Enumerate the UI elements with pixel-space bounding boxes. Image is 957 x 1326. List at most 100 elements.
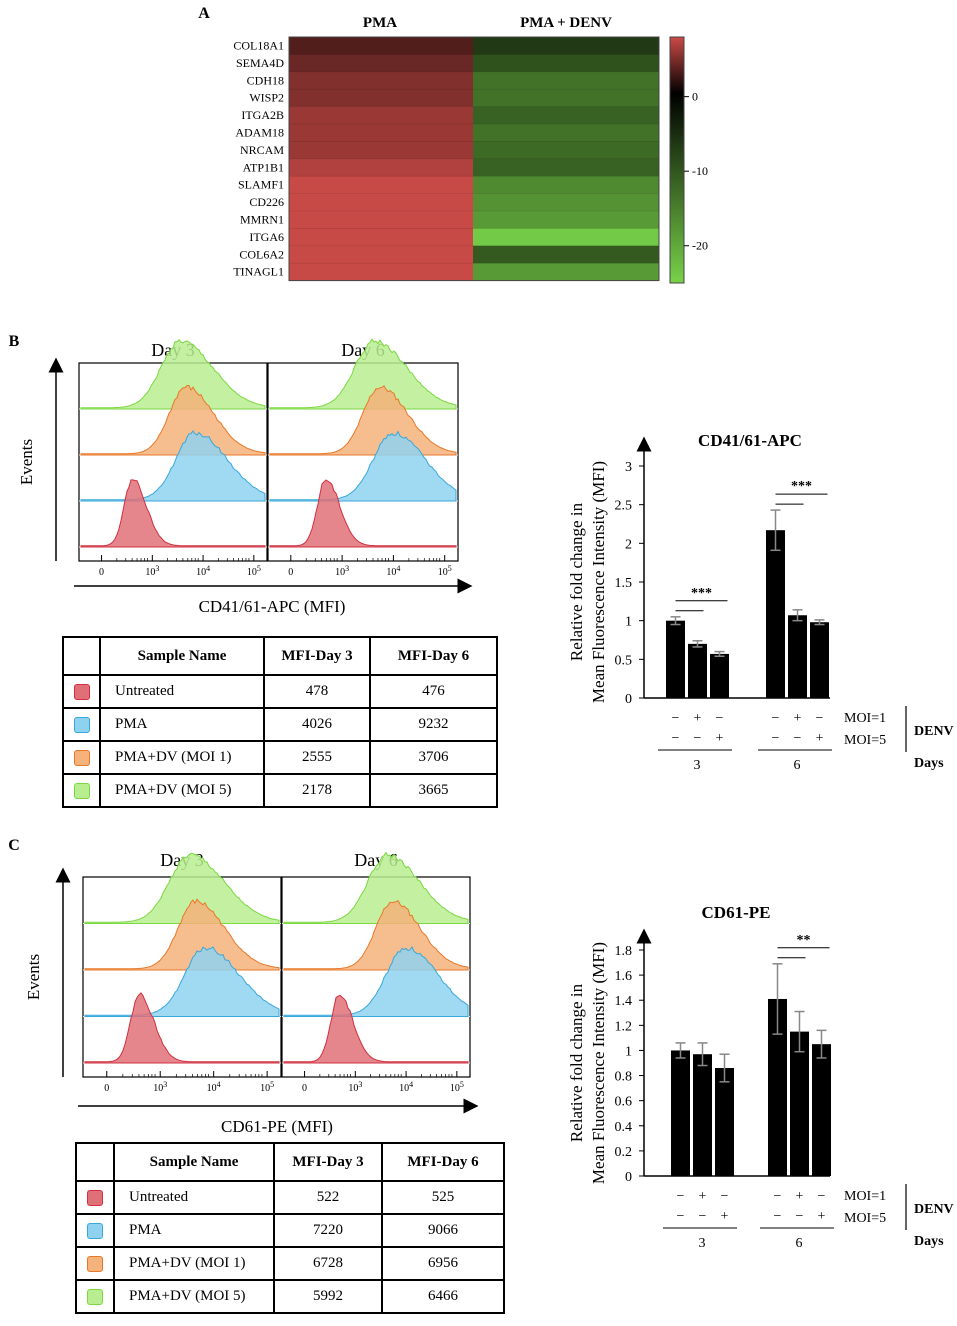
heatmap-border [288, 36, 660, 282]
mfi-day6: 6466 [381, 1279, 505, 1314]
bar-chart-c: CD61-PE 0 0.2 0.4 0.6 0.8 1 1.2 1.4 1.6 1.8 Relativ… [567, 903, 954, 1251]
group-label: 3 [694, 758, 701, 773]
gene-label: COL6A2 [239, 247, 284, 261]
scale-tick-label: -10 [692, 164, 708, 178]
histogram-curve [80, 338, 266, 410]
table-row: Untreated 478 476 [62, 674, 498, 709]
sample-name: PMA [113, 1213, 275, 1248]
heatmap-cell-denv [473, 124, 659, 142]
sample-name: PMA+DV (MOI 5) [113, 1279, 275, 1314]
heatmap-cell-denv [473, 141, 659, 160]
x-tick-label: 0 [104, 1083, 109, 1094]
mfi-day6: 9232 [369, 707, 498, 742]
y-axis-label: Events [24, 954, 43, 1000]
legend-swatch [73, 683, 90, 700]
scale-tick-label: -20 [692, 239, 708, 253]
mfi-day6: 3665 [369, 773, 498, 808]
x-tick-label: 105 [247, 564, 261, 578]
y-tick-label: 1 [625, 1044, 632, 1059]
moi5-label: MOI=5 [844, 1211, 886, 1226]
table-c-header-name: Sample Name [113, 1142, 275, 1182]
moi5-sign: − [677, 1209, 685, 1224]
y-tick-label: 3 [625, 460, 632, 475]
moi5-sign: − [774, 1209, 782, 1224]
table-b-header-day6: MFI-Day 6 [369, 636, 498, 676]
moi5-label: MOI=5 [844, 733, 886, 748]
histogram-curve [84, 852, 280, 924]
gene-label: ITGA2B [241, 108, 284, 122]
heatmap-cell-denv [473, 54, 659, 73]
moi5-sign: − [796, 1209, 804, 1224]
heatmap-cell-denv [473, 245, 659, 264]
mfi-day3: 7220 [273, 1213, 383, 1248]
histogram-curve [283, 994, 469, 1064]
denv-label: DENV [914, 1202, 954, 1217]
x-tick-label: 0 [288, 567, 293, 578]
group-label: 6 [796, 1236, 803, 1251]
moi5-sign: − [672, 731, 680, 746]
legend-swatch [73, 716, 90, 733]
bar [768, 998, 787, 1176]
histogram-curve [269, 479, 457, 548]
heatmap-cell-denv [473, 211, 659, 229]
moi1-sign: − [772, 711, 780, 726]
bar [790, 1031, 809, 1176]
y-tick-label: 0.2 [615, 1145, 633, 1160]
table-row: PMA 7220 9066 [75, 1213, 505, 1248]
x-tick-label: 104 [196, 564, 210, 578]
moi5-sign: + [818, 1209, 826, 1224]
heatmap-cell-pma [289, 106, 473, 125]
gene-label: TINAGL1 [233, 265, 284, 279]
y-axis-label-line1: Relative fold change in [567, 983, 586, 1142]
mfi-day3: 4026 [263, 707, 371, 742]
mfi-day6: 3706 [369, 740, 498, 775]
significance-label: ** [797, 933, 811, 948]
legend-swatch [87, 1255, 103, 1272]
denv-label: DENV [914, 724, 954, 739]
moi5-sign: + [716, 731, 724, 746]
table-c-header-day3: MFI-Day 3 [273, 1142, 383, 1182]
y-tick-label: 1 [625, 615, 632, 630]
heatmap-cell-denv [473, 158, 659, 177]
y-tick-label: 0 [625, 692, 632, 707]
gene-label: SEMA4D [236, 56, 284, 70]
table-c-header-day6: MFI-Day 6 [381, 1142, 505, 1182]
group-label: 3 [699, 1236, 706, 1251]
heatmap-cell-denv [473, 37, 659, 55]
bar [812, 1044, 831, 1176]
moi5-sign: + [816, 731, 824, 746]
heatmap-col-pma-denv: PMA + DENV [520, 15, 612, 31]
mfi-day3: 5992 [273, 1279, 383, 1314]
heatmap-cell-pma [289, 245, 473, 264]
histogram-curve [80, 430, 266, 502]
heatmap-cell-pma [289, 263, 473, 281]
heatmap-cell-denv [473, 176, 659, 194]
x-tick-label: 103 [145, 564, 159, 578]
legend-swatch [87, 1222, 103, 1239]
heatmap-cell-pma [289, 71, 473, 90]
moi5-sign: + [721, 1209, 729, 1224]
moi1-sign: − [818, 1189, 826, 1204]
moi1-sign: − [716, 711, 724, 726]
table-row: PMA+DV (MOI 1) 2555 3706 [62, 740, 498, 775]
x-tick-label: 105 [260, 1080, 274, 1094]
legend-swatch [73, 749, 90, 766]
sample-name: PMA [99, 707, 265, 742]
x-axis-label: CD41/61-APC (MFI) [199, 597, 346, 616]
gene-label: ATP1B1 [243, 160, 284, 174]
heatmap-cell-denv [473, 89, 659, 107]
y-axis-label: Events [17, 439, 36, 485]
gene-label: CDH18 [247, 73, 284, 87]
histogram-curve [283, 851, 469, 924]
bar [671, 1050, 690, 1176]
table-b-header-day3: MFI-Day 3 [263, 636, 371, 676]
y-tick-label: 1.8 [615, 944, 633, 959]
mfi-day3: 478 [263, 674, 371, 709]
group-label: 6 [794, 758, 801, 773]
x-tick-label: 0 [99, 567, 104, 578]
y-tick-label: 1.5 [615, 576, 633, 591]
sample-name: PMA+DV (MOI 5) [99, 773, 265, 808]
panel-label-c: C [8, 837, 20, 854]
bar [810, 622, 829, 698]
